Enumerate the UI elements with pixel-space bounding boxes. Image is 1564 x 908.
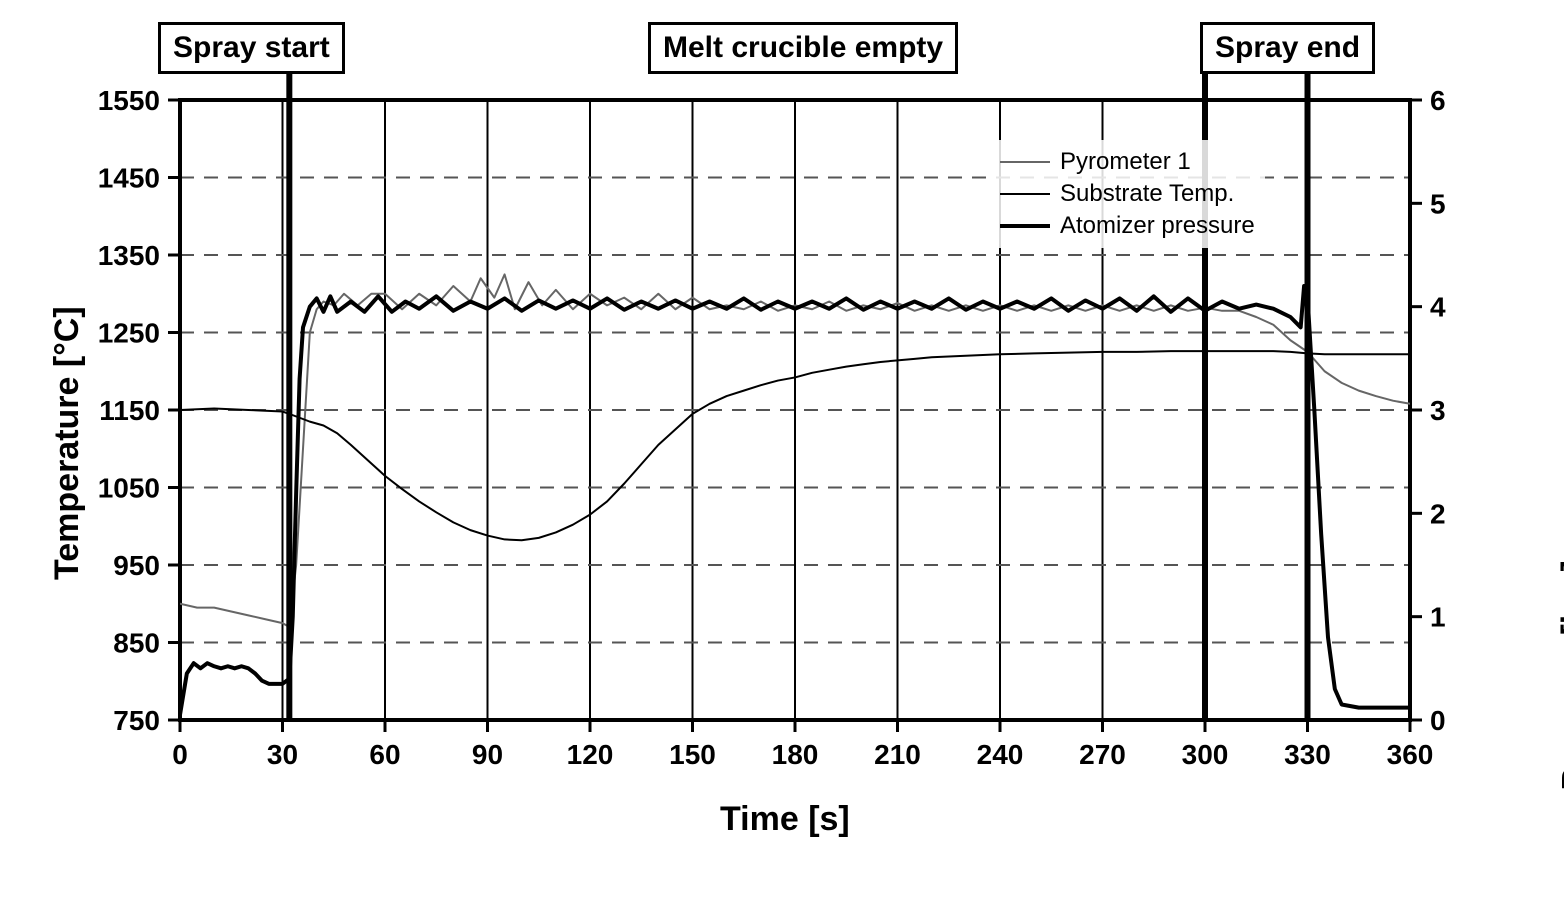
svg-text:1450: 1450 xyxy=(98,163,160,194)
svg-text:300: 300 xyxy=(1182,739,1229,770)
legend-item-substrate: Substrate Temp. xyxy=(1000,180,1255,208)
legend: Pyrometer 1 Substrate Temp. Atomizer pre… xyxy=(990,140,1265,248)
annotation-melt-empty: Melt crucible empty xyxy=(648,22,958,74)
svg-text:330: 330 xyxy=(1284,739,1331,770)
svg-text:150: 150 xyxy=(669,739,716,770)
svg-text:270: 270 xyxy=(1079,739,1126,770)
svg-text:360: 360 xyxy=(1387,739,1434,770)
svg-text:60: 60 xyxy=(369,739,400,770)
legend-item-pyrometer: Pyrometer 1 xyxy=(1000,148,1255,176)
svg-text:0: 0 xyxy=(172,739,188,770)
svg-text:1: 1 xyxy=(1430,602,1446,633)
svg-text:5: 5 xyxy=(1430,188,1446,219)
svg-text:1550: 1550 xyxy=(98,85,160,116)
svg-text:0: 0 xyxy=(1430,705,1446,736)
svg-text:2: 2 xyxy=(1430,498,1446,529)
legend-item-pressure: Atomizer pressure xyxy=(1000,212,1255,240)
svg-text:210: 210 xyxy=(874,739,921,770)
svg-text:850: 850 xyxy=(113,628,160,659)
annotation-spray-end: Spray end xyxy=(1200,22,1375,74)
svg-text:6: 6 xyxy=(1430,85,1446,116)
chart-container: { "chart": { "type": "line", "background… xyxy=(0,0,1564,908)
svg-text:180: 180 xyxy=(772,739,819,770)
svg-text:120: 120 xyxy=(567,739,614,770)
svg-text:3: 3 xyxy=(1430,395,1446,426)
legend-label: Substrate Temp. xyxy=(1060,180,1234,208)
svg-text:240: 240 xyxy=(977,739,1024,770)
legend-label: Pyrometer 1 xyxy=(1060,148,1191,176)
svg-text:1350: 1350 xyxy=(98,240,160,271)
legend-label: Atomizer pressure xyxy=(1060,212,1255,240)
chart-svg: 0306090120150180210240270300330360750850… xyxy=(0,0,1564,908)
svg-text:90: 90 xyxy=(472,739,503,770)
x-axis-label: Time [s] xyxy=(720,800,850,839)
svg-text:750: 750 xyxy=(113,705,160,736)
svg-text:1250: 1250 xyxy=(98,318,160,349)
y1-axis-label: Temperature [°C] xyxy=(48,306,87,580)
annotation-spray-start: Spray start xyxy=(158,22,345,74)
svg-text:30: 30 xyxy=(267,739,298,770)
svg-text:4: 4 xyxy=(1430,292,1446,323)
svg-text:950: 950 xyxy=(113,550,160,581)
y2-axis-label: Pressure [bar] xyxy=(1556,560,1564,791)
svg-text:1150: 1150 xyxy=(99,395,160,426)
svg-text:1050: 1050 xyxy=(98,473,160,504)
